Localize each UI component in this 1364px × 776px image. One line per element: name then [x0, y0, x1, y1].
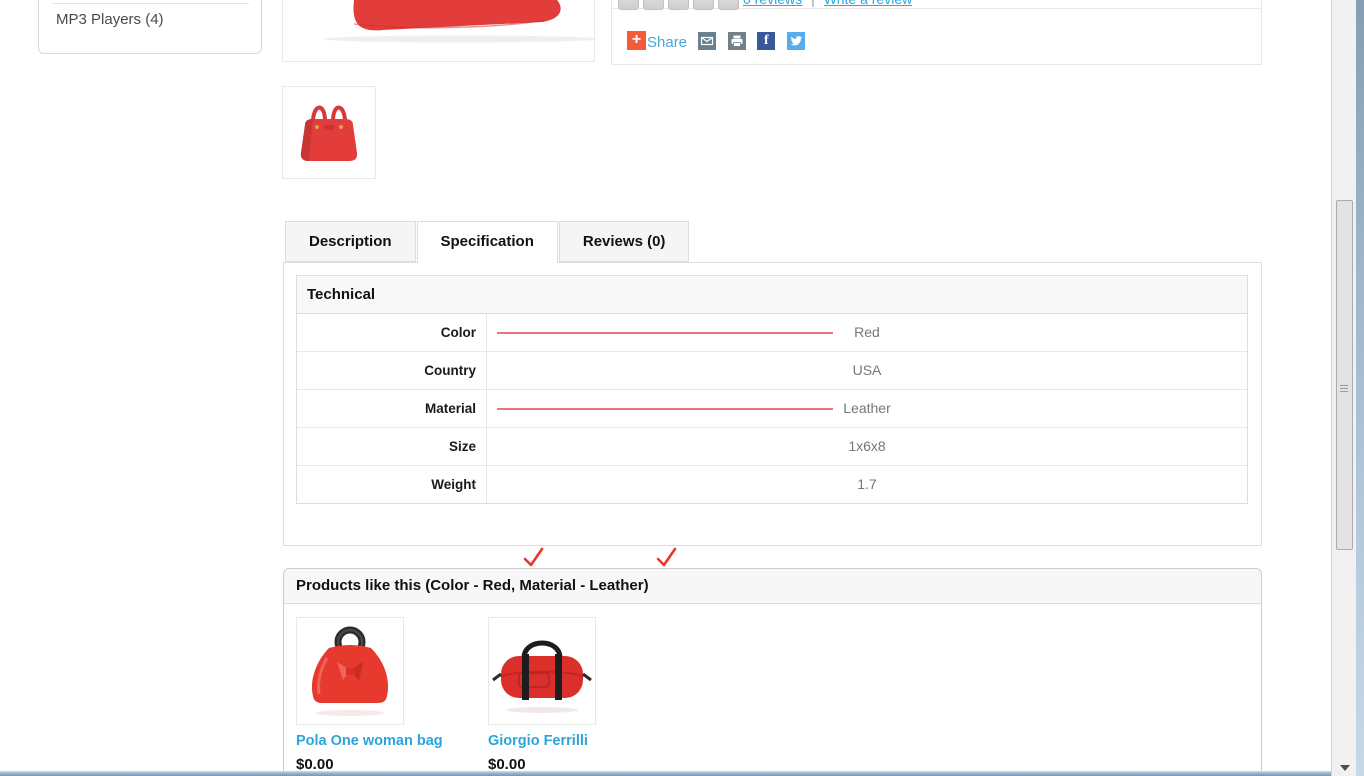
- red-handbag-thumbnail-image: [300, 105, 358, 161]
- spec-value-cell: Red: [487, 314, 1247, 351]
- spec-value-cell: Leather: [487, 390, 1247, 427]
- spec-label: Material: [297, 390, 487, 427]
- spec-value: Leather: [843, 400, 891, 416]
- spec-value: USA: [852, 362, 882, 378]
- window-bottom-edge: [0, 771, 1364, 776]
- email-icon[interactable]: [698, 32, 717, 50]
- spec-label: Size: [297, 428, 487, 465]
- tab-specification[interactable]: Specification: [416, 221, 558, 263]
- spec-value-cell: 1.7: [487, 466, 1247, 503]
- facebook-icon[interactable]: f: [757, 32, 776, 50]
- related-product-price: $0.00: [488, 756, 526, 773]
- spec-value: 1x6x8: [848, 438, 886, 454]
- spec-value: 1.7: [857, 476, 877, 492]
- sidebar-item-mp3-players[interactable]: MP3 Players (4): [56, 11, 164, 28]
- star-rating-button-3[interactable]: [668, 0, 689, 10]
- links-separator: |: [811, 0, 815, 7]
- spec-value-cell: USA: [487, 352, 1247, 389]
- spec-label: Country: [297, 352, 487, 389]
- review-links: 0 reviews | Write a review: [743, 0, 912, 7]
- spec-group-title: Technical: [297, 276, 1247, 314]
- share-toolbar: + Share f: [627, 31, 805, 51]
- product-thumbnail[interactable]: [282, 86, 376, 179]
- red-bag-image: [323, 0, 594, 43]
- main-product-image[interactable]: [282, 0, 595, 62]
- red-line-decoration: [497, 332, 833, 334]
- sidebar-divider: [53, 3, 249, 4]
- related-products-section: Products like this (Color - Red, Materia…: [283, 568, 1262, 776]
- scrollbar-down-arrow-icon[interactable]: [1340, 765, 1350, 771]
- review-share-panel: 0 reviews | Write a review +Share f: [611, 0, 1262, 65]
- related-product-link[interactable]: Pola One woman bag: [296, 733, 443, 749]
- reviews-count-link[interactable]: 0 reviews: [743, 0, 802, 7]
- window-right-edge: [1356, 0, 1364, 776]
- spec-label: Color: [297, 314, 487, 351]
- tab-reviews[interactable]: Reviews (0): [558, 221, 690, 262]
- star-rating-button-5[interactable]: [718, 0, 739, 10]
- related-product-image[interactable]: [488, 617, 596, 725]
- specification-table: Technical Color Red Country USA Material…: [296, 275, 1248, 504]
- related-product-price: $0.00: [296, 756, 334, 773]
- share-label[interactable]: Share: [647, 34, 688, 51]
- spec-value: Red: [854, 324, 880, 340]
- scrollbar-thumb[interactable]: [1336, 200, 1353, 550]
- panel-divider: [612, 8, 1261, 9]
- spec-row-size: Size 1x6x8: [297, 428, 1247, 466]
- red-line-decoration: [497, 408, 833, 410]
- spec-value-cell: 1x6x8: [487, 428, 1247, 465]
- red-checkmark-icon: [523, 547, 544, 567]
- twitter-icon[interactable]: [786, 32, 805, 50]
- spec-row-color: Color Red: [297, 314, 1247, 352]
- star-rating-button-4[interactable]: [693, 0, 714, 10]
- tab-description[interactable]: Description: [285, 221, 416, 262]
- addthis-plus-icon[interactable]: +: [627, 31, 646, 50]
- spec-row-country: Country USA: [297, 352, 1247, 390]
- related-product-image[interactable]: [296, 617, 404, 725]
- category-sidebar: MP3 Players (4): [38, 0, 262, 54]
- related-product-link[interactable]: Giorgio Ferrilli: [488, 733, 588, 749]
- red-checkmark-icon: [656, 547, 677, 567]
- print-icon[interactable]: [727, 32, 746, 50]
- write-review-link[interactable]: Write a review: [824, 0, 912, 7]
- rating-stars: [618, 0, 743, 15]
- pola-bag-image: [311, 626, 389, 716]
- spec-label: Weight: [297, 466, 487, 503]
- related-products-title: Products like this (Color - Red, Materia…: [284, 569, 1261, 604]
- spec-row-material: Material Leather: [297, 390, 1247, 428]
- scrollbar-grip: [1340, 385, 1348, 393]
- star-rating-button-2[interactable]: [643, 0, 664, 10]
- spec-row-weight: Weight 1.7: [297, 466, 1247, 503]
- related-product-card: Giorgio Ferrilli $0.00: [488, 617, 648, 773]
- product-tabs: Description Specification Reviews (0): [285, 221, 690, 263]
- giorgio-duffel-image: [492, 640, 592, 713]
- content-right-border: [1331, 0, 1332, 776]
- star-rating-button-1[interactable]: [618, 0, 639, 10]
- vertical-scrollbar[interactable]: [1332, 0, 1356, 776]
- related-product-card: Pola One woman bag $0.00: [296, 617, 456, 773]
- specification-panel: Technical Color Red Country USA Material…: [283, 262, 1262, 546]
